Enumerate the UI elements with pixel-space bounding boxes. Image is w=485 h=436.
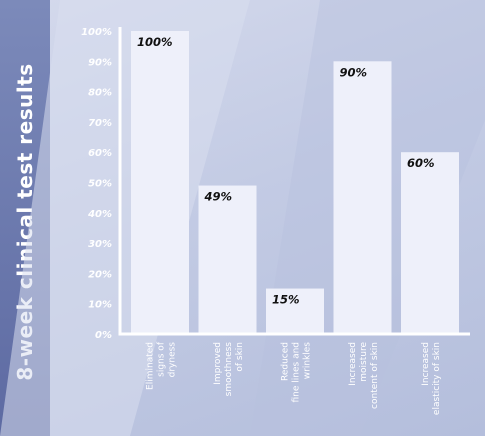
bar: [266, 288, 324, 334]
category-label-line: Reduced: [281, 342, 291, 381]
y-tick-label: 80%: [88, 88, 112, 99]
category-label: Increased moisture content of skin: [348, 342, 380, 409]
category-label-line: Increased: [421, 342, 431, 386]
category-label-line: content of skin: [370, 342, 380, 409]
category-label-line: of skin: [235, 342, 245, 372]
category-label-line: Improved: [213, 342, 223, 385]
bar: [401, 152, 459, 334]
category-label: Increased elasticity of skin: [421, 342, 442, 415]
category-label-line: wrinkles: [303, 342, 313, 380]
y-tick-label: 100%: [81, 27, 112, 38]
y-tick-label: 60%: [88, 148, 112, 159]
category-label-line: Eliminated: [146, 342, 156, 390]
bar-value-label: 100%: [137, 35, 173, 49]
y-tick-label: 30%: [88, 239, 112, 250]
category-label-line: fine lines and: [292, 342, 302, 403]
y-tick-label: 10%: [88, 300, 112, 311]
bar-value-label: 49%: [204, 190, 233, 204]
category-label-line: moisture: [359, 342, 369, 382]
y-tick-label: 0%: [95, 330, 112, 341]
category-label-line: Increased: [348, 342, 358, 386]
category-label-line: dryness: [168, 342, 178, 378]
y-tick-label: 70%: [88, 118, 112, 129]
bar-value-label: 15%: [272, 293, 300, 307]
y-tick-label: 50%: [88, 179, 112, 190]
category-label-line: smoothness: [224, 342, 234, 397]
category-label: Eliminated signs of dryness: [146, 341, 178, 390]
bar: [333, 61, 392, 335]
y-tick-label: 40%: [87, 209, 112, 220]
bar: [198, 185, 257, 334]
y-tick-label: 90%: [88, 57, 112, 68]
category-label-line: signs of: [157, 341, 167, 377]
category-label: Reduced fine lines and wrinkles: [281, 342, 313, 403]
category-label: Improved smoothness of skin: [213, 342, 245, 397]
bar-value-label: 60%: [407, 156, 435, 170]
bar: [131, 31, 189, 334]
bar-value-label: 90%: [340, 65, 368, 79]
y-tick-label: 20%: [88, 269, 112, 280]
category-label-line: elasticity of skin: [432, 342, 442, 415]
